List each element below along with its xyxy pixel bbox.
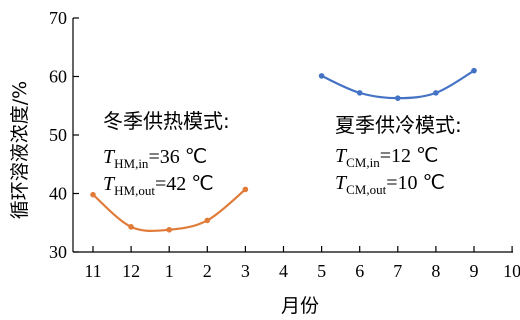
- data-point: [128, 224, 134, 230]
- y-tick-label: 60: [49, 67, 67, 87]
- data-point: [356, 90, 363, 96]
- x-tick-label: 2: [203, 261, 212, 281]
- y-tick-label: 40: [49, 184, 67, 204]
- y-ticks: 30 40 50 60 70: [49, 8, 79, 262]
- series-line-1: [321, 69, 475, 100]
- annotation-summer-line-2: TCM,out=10 ℃: [335, 172, 445, 197]
- annotation-winter-line-2-value: =42 ℃: [155, 173, 214, 195]
- y-tick-label: 70: [49, 8, 67, 28]
- data-point: [395, 95, 401, 101]
- annotation-summer-line-1-sub: CM,in: [346, 155, 380, 170]
- annotation-summer-line-2-symbol: T: [335, 172, 348, 194]
- x-ticks: 11 12 1 2 3 4 5 6 7 8 9 10: [84, 246, 520, 281]
- annotation-winter-line-1-symbol: T: [103, 146, 116, 168]
- data-point: [433, 90, 439, 96]
- annotation-winter-line-1-sub: HM,in: [114, 156, 149, 171]
- x-tick-label: 11: [84, 261, 101, 281]
- annotation-winter-line-1-value: =36 ℃: [148, 146, 207, 168]
- annotation-winter-line-2-sub: HM,out: [114, 183, 155, 198]
- x-axis-title: 月份: [281, 295, 319, 317]
- data-point: [166, 226, 172, 233]
- x-tick-label: 8: [431, 261, 440, 281]
- data-point: [318, 73, 325, 79]
- annotation-winter-line-2-symbol: T: [103, 173, 116, 195]
- annotation-summer-title: 夏季供冷模式:: [335, 113, 462, 137]
- y-tick-label: 50: [49, 125, 67, 145]
- data-point: [471, 67, 477, 74]
- x-tick-label: 5: [317, 261, 326, 281]
- data-point: [242, 186, 249, 193]
- data-point: [90, 191, 96, 198]
- x-tick-label: 7: [393, 261, 402, 281]
- annotation-summer-line-1: TCM,in=12 ℃: [335, 145, 438, 170]
- x-tick-label: 4: [279, 261, 288, 281]
- annotation-winter-title: 冬季供热模式:: [103, 109, 230, 133]
- data-point: [204, 217, 211, 224]
- x-tick-label: 10: [503, 261, 520, 281]
- y-tick-label: 30: [49, 242, 67, 262]
- x-tick-label: 9: [470, 261, 479, 281]
- annotation-summer: 夏季供冷模式: TCM,in=12 ℃ TCM,out=10 ℃: [335, 113, 462, 197]
- y-axis-title: 循环溶液浓度/%: [9, 81, 31, 219]
- x-tick-label: 6: [355, 261, 364, 281]
- annotation-winter: 冬季供热模式: THM,in=36 ℃ THM,out=42 ℃: [103, 109, 230, 198]
- x-tick-label: 1: [165, 261, 174, 281]
- x-tick-label: 12: [122, 261, 140, 281]
- series-layer: [90, 67, 477, 233]
- x-tick-label: 3: [241, 261, 250, 281]
- annotation-summer-line-1-symbol: T: [335, 145, 348, 167]
- annotation-summer-line-1-value: =12 ℃: [380, 145, 439, 167]
- annotation-summer-line-2-value: =10 ℃: [386, 172, 445, 194]
- annotation-winter-line-1: THM,in=36 ℃: [103, 146, 207, 171]
- annotation-winter-line-2: THM,out=42 ℃: [103, 173, 214, 198]
- annotation-summer-line-2-sub: CM,out: [346, 182, 386, 197]
